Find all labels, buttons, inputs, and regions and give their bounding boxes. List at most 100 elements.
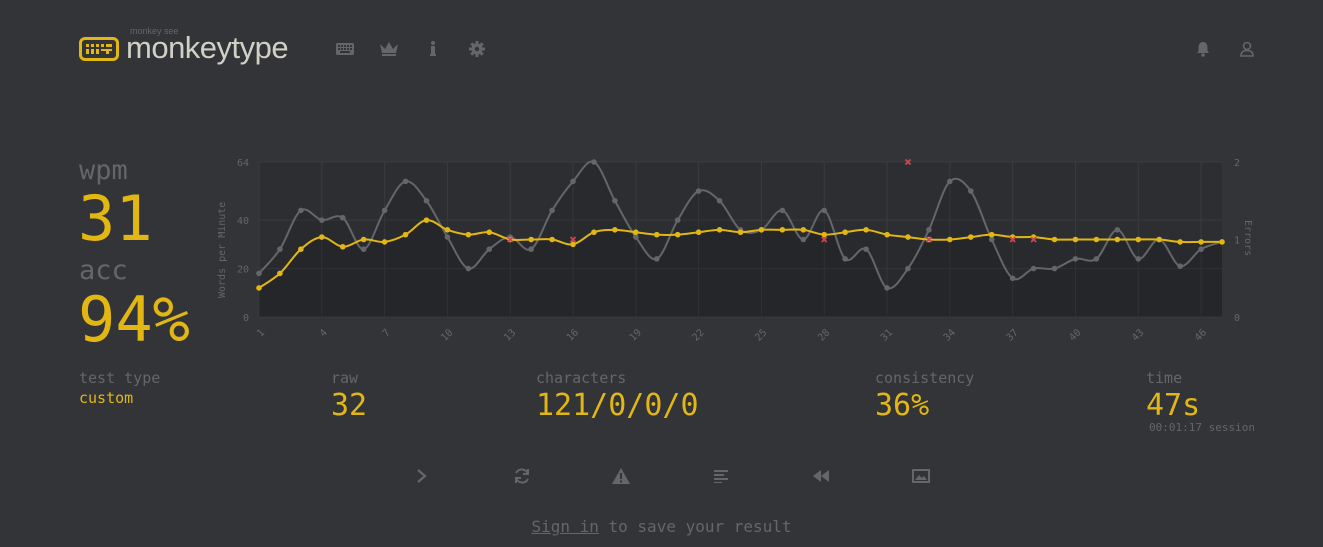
- logo-tagline: monkey see: [130, 26, 179, 36]
- y2-axis-label: Errors: [1242, 220, 1253, 256]
- raw-series-point: [842, 256, 848, 262]
- y-tick-label: 20: [237, 265, 249, 276]
- raw-series-point: [444, 234, 451, 240]
- report-button[interactable]: [606, 462, 636, 490]
- wpm-series-point: [256, 285, 262, 291]
- wpm-series-point: [339, 243, 346, 250]
- raw-series-point: [926, 227, 932, 233]
- logo-icon[interactable]: [79, 37, 119, 61]
- wpm-series-point: [612, 227, 618, 233]
- y2-tick-label: 1: [1234, 236, 1240, 247]
- raw-series-point: [591, 159, 597, 165]
- x-tick-label: 31: [879, 327, 895, 343]
- raw-series-point: [465, 265, 472, 272]
- user-icon[interactable]: [1236, 38, 1258, 60]
- signin-link[interactable]: Sign in: [531, 517, 599, 536]
- raw-series-point: [1114, 227, 1121, 233]
- consistency-label: consistency: [875, 369, 975, 387]
- raw-series-point: [884, 285, 890, 291]
- y-tick-label: 64: [237, 158, 249, 169]
- raw-label: raw: [331, 369, 359, 387]
- info-icon[interactable]: [422, 38, 444, 60]
- raw-series-point: [528, 246, 534, 252]
- characters-value: 121/0/0/0: [536, 388, 699, 423]
- x-tick-label: 34: [942, 327, 958, 343]
- raw-series-point: [633, 234, 639, 240]
- wpm-series-point: [1051, 236, 1058, 243]
- wpm-value: 31: [78, 182, 153, 255]
- wpm-series-point: [381, 239, 388, 245]
- wpm-series-point: [800, 227, 807, 233]
- wpm-series-point: [1093, 236, 1100, 243]
- wpm-series-point: [1114, 236, 1121, 243]
- raw-series-point: [1198, 246, 1204, 252]
- raw-series-point: [1072, 256, 1079, 262]
- wpm-series-point: [988, 231, 995, 238]
- x-tick-label: 13: [502, 327, 518, 343]
- raw-series-point: [612, 197, 618, 204]
- wpm-series-point: [1198, 239, 1204, 245]
- wpm-series-point: [674, 231, 681, 238]
- crown-icon[interactable]: [378, 38, 400, 60]
- bell-icon[interactable]: [1192, 38, 1214, 60]
- y2-tick-label: 0: [1234, 313, 1240, 324]
- raw-series-point: [423, 197, 430, 204]
- wpm-series-point: [1177, 239, 1183, 245]
- wpm-series-point: [1219, 239, 1225, 245]
- y-tick-label: 0: [243, 313, 249, 324]
- restart-icon: [515, 468, 529, 484]
- next-test-icon: [417, 469, 427, 483]
- next-test-button[interactable]: [407, 462, 437, 490]
- raw-series-point: [402, 178, 409, 185]
- replay-button[interactable]: [806, 462, 836, 490]
- wpm-series-point: [402, 231, 409, 238]
- x-tick-label: 43: [1130, 327, 1146, 343]
- wpm-series-point: [549, 236, 555, 243]
- wpm-series-point: [528, 236, 534, 243]
- raw-series-point: [863, 246, 869, 252]
- x-tick-label: 28: [816, 327, 832, 343]
- y-tick-label: 40: [237, 216, 249, 227]
- wpm-series-point: [821, 231, 828, 238]
- keyboard-icon[interactable]: [334, 38, 356, 60]
- screenshot-icon: [912, 469, 930, 483]
- x-tick-label: 1: [255, 327, 267, 339]
- wpm-series-point: [444, 227, 451, 233]
- wpm-series-point: [695, 229, 702, 236]
- wpm-series-point: [423, 217, 430, 223]
- restart-button[interactable]: [507, 462, 537, 490]
- wpm-series-point: [779, 227, 786, 233]
- raw-series-point: [821, 207, 828, 214]
- raw-series-point: [905, 265, 911, 272]
- wpm-series-point: [591, 229, 597, 236]
- wpm-series-point: [863, 227, 869, 233]
- error-marker: [1009, 236, 1016, 243]
- signin-prompt: Sign in to save your result: [0, 517, 1323, 536]
- time-label: time: [1146, 369, 1183, 387]
- acc-value: 94%: [78, 283, 190, 356]
- wpm-series-point: [298, 246, 304, 252]
- y-axis-label: Words per Minute: [217, 202, 228, 298]
- signin-rest-text: to save your result: [598, 517, 792, 536]
- characters-label: characters: [536, 369, 627, 387]
- raw-series-point: [1009, 275, 1016, 282]
- words-history-button[interactable]: [706, 462, 736, 490]
- wpm-series-point: [1135, 236, 1142, 243]
- x-tick-label: 19: [628, 327, 644, 343]
- wpm-series-point: [486, 229, 493, 236]
- logo-text[interactable]: monkeytype: [126, 30, 289, 65]
- x-tick-label: 7: [381, 327, 393, 339]
- screenshot-button[interactable]: [906, 462, 936, 490]
- raw-series-point: [1051, 265, 1058, 272]
- test-type-value: custom: [79, 389, 134, 407]
- wpm-series-point: [758, 227, 765, 233]
- raw-series-point: [570, 178, 576, 185]
- x-tick-label: 46: [1193, 327, 1209, 343]
- error-marker: [904, 158, 912, 166]
- gear-icon[interactable]: [466, 38, 488, 60]
- x-tick-label: 10: [439, 327, 455, 343]
- wpm-series-point: [737, 229, 744, 236]
- raw-series-point: [339, 214, 346, 221]
- error-marker: [1030, 236, 1037, 243]
